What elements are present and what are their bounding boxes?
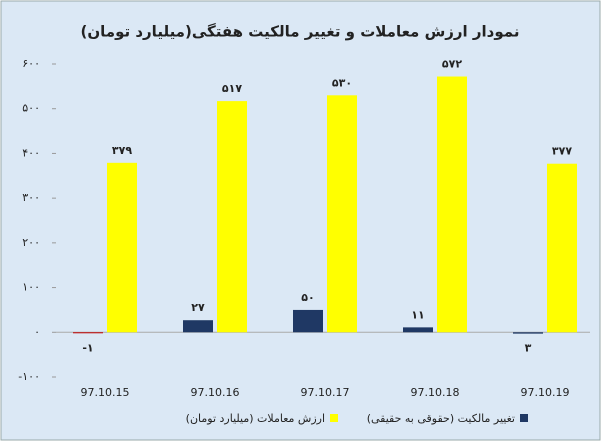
data-label: -۱ xyxy=(82,341,93,354)
y-tick-label: ۰ xyxy=(34,325,40,338)
data-label: ۳ xyxy=(525,341,532,354)
chart-title: نمودار ارزش معاملات و تغییر مالکیت هفتگی… xyxy=(81,23,520,41)
data-label: ۳۷۹ xyxy=(112,144,132,157)
y-tick-label: ۶۰۰ xyxy=(22,57,40,70)
data-label: ۵۰ xyxy=(301,291,314,304)
bar xyxy=(403,327,433,333)
bar xyxy=(107,162,137,333)
bar xyxy=(293,309,323,333)
bar xyxy=(73,332,103,334)
data-label: ۳۷۷ xyxy=(552,145,572,158)
bar xyxy=(513,332,543,334)
legend-swatch xyxy=(330,414,338,422)
y-tick-label: ۳۰۰ xyxy=(22,191,40,204)
bar xyxy=(547,163,577,333)
data-label: ۱۱ xyxy=(411,308,424,321)
x-tick-label: 97.10.19 xyxy=(521,386,570,399)
y-tick-label: ۵۰۰ xyxy=(22,102,40,115)
data-label: ۵۳۰ xyxy=(332,76,352,89)
x-tick-label: 97.10.18 xyxy=(411,386,460,399)
x-tick-label: 97.10.15 xyxy=(81,386,130,399)
y-tick-label: -۱۰۰ xyxy=(18,370,40,383)
y-tick-label: ۲۰۰ xyxy=(22,236,40,249)
legend-swatch xyxy=(520,414,528,422)
bar xyxy=(183,320,213,333)
x-tick-label: 97.10.16 xyxy=(191,386,240,399)
bar xyxy=(437,76,467,333)
legend-label: ارزش معاملات (میلیارد تومان) xyxy=(186,412,325,425)
data-label: ۲۷ xyxy=(191,301,205,314)
legend-label: تغییر مالکیت (حقوقی به حقیقی) xyxy=(367,412,515,425)
bar xyxy=(217,101,247,333)
x-tick-label: 97.10.17 xyxy=(301,386,350,399)
bar xyxy=(327,95,357,333)
data-label: ۵۷۲ xyxy=(442,58,462,71)
data-label: ۵۱۷ xyxy=(222,82,242,95)
y-tick-label: ۱۰۰ xyxy=(22,281,40,294)
y-tick-label: ۴۰۰ xyxy=(22,146,40,159)
